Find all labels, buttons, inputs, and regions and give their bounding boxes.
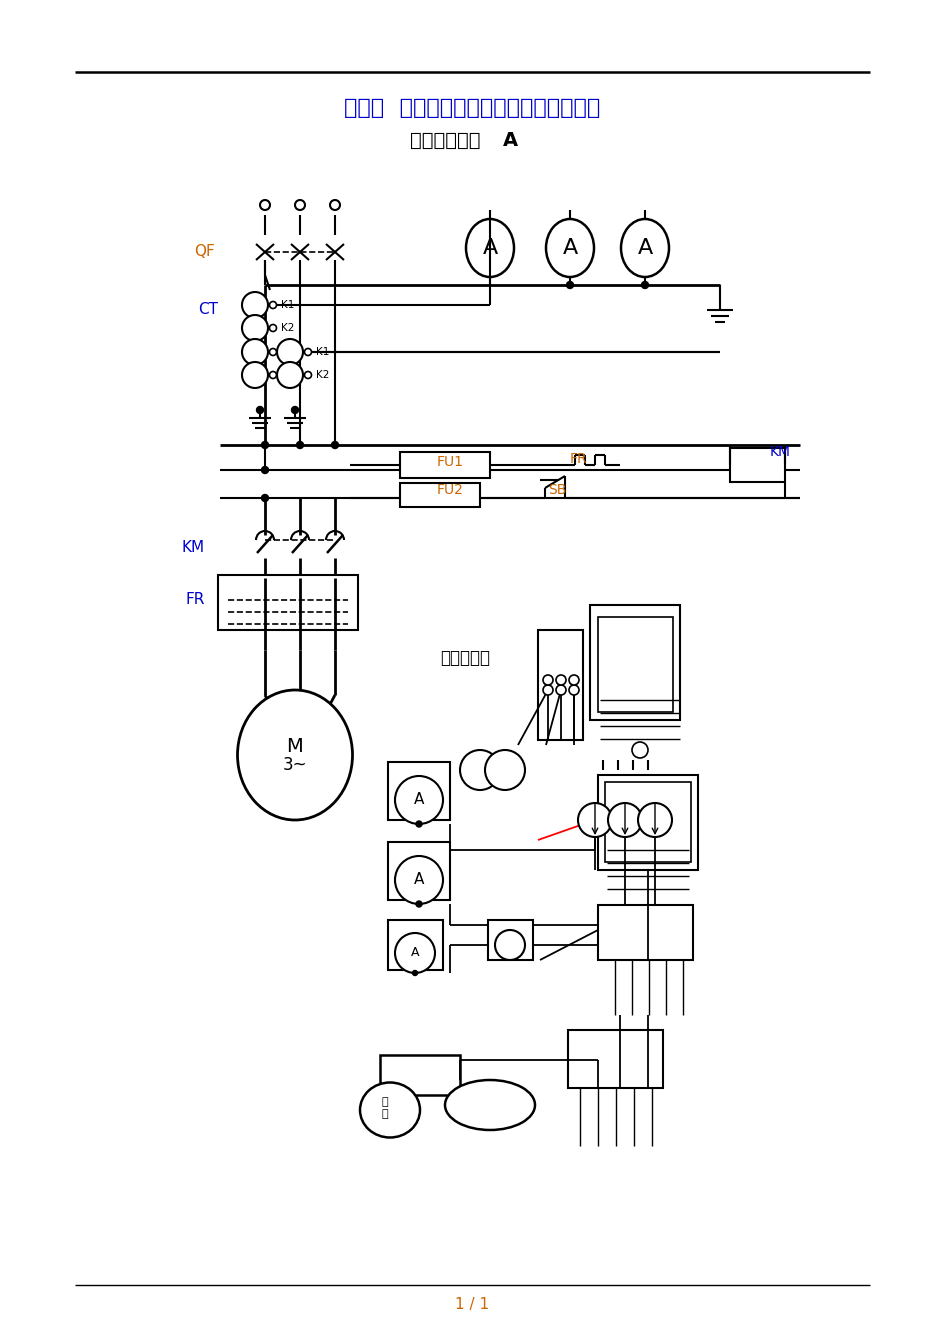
Circle shape (495, 931, 525, 960)
Circle shape (291, 406, 298, 413)
Bar (218, 575, 358, 630)
Circle shape (555, 685, 565, 695)
Circle shape (242, 291, 268, 318)
Bar (598, 775, 698, 870)
Bar (399, 452, 490, 479)
Ellipse shape (237, 690, 352, 820)
Circle shape (578, 804, 612, 837)
Circle shape (331, 441, 338, 448)
Circle shape (261, 467, 268, 473)
Bar (388, 762, 449, 820)
Text: A: A (481, 238, 497, 258)
Circle shape (260, 201, 270, 210)
Text: A: A (411, 947, 419, 960)
Text: M: M (286, 738, 303, 757)
Circle shape (269, 302, 277, 309)
Circle shape (395, 933, 434, 973)
Ellipse shape (620, 219, 668, 277)
Circle shape (395, 856, 443, 904)
Text: KM: KM (769, 445, 790, 459)
Circle shape (242, 316, 268, 341)
Circle shape (304, 349, 312, 356)
Circle shape (269, 325, 277, 332)
Circle shape (565, 282, 573, 289)
Text: CT: CT (198, 302, 218, 317)
Circle shape (641, 282, 648, 289)
Circle shape (296, 441, 303, 448)
Text: A: A (562, 238, 577, 258)
Text: FR: FR (569, 452, 587, 467)
Circle shape (277, 362, 303, 388)
Bar (729, 448, 784, 483)
Text: 1 / 1: 1 / 1 (454, 1297, 489, 1313)
Circle shape (413, 971, 417, 976)
Circle shape (415, 821, 422, 828)
Bar (487, 920, 532, 960)
Bar (589, 606, 680, 721)
Text: 模块五  深圳市电工安全技术实训项目汇编: 模块五 深圳市电工安全技术实训项目汇编 (344, 98, 599, 118)
Bar (598, 905, 692, 960)
Circle shape (242, 362, 268, 388)
Text: QF: QF (194, 245, 215, 259)
Bar (567, 1029, 663, 1088)
Text: FU2: FU2 (436, 483, 463, 497)
Ellipse shape (465, 219, 514, 277)
Circle shape (460, 750, 499, 790)
Circle shape (568, 685, 579, 695)
Circle shape (555, 675, 565, 685)
Text: A: A (413, 873, 424, 888)
Circle shape (295, 201, 305, 210)
Circle shape (269, 349, 277, 356)
Circle shape (543, 685, 552, 695)
Bar (399, 483, 480, 507)
Bar (537, 630, 582, 739)
Circle shape (637, 804, 671, 837)
Text: K1: K1 (280, 348, 295, 357)
Text: FU1: FU1 (436, 455, 463, 469)
Circle shape (261, 441, 268, 448)
Circle shape (543, 675, 552, 685)
Text: 3~: 3~ (282, 755, 307, 774)
Text: K1: K1 (280, 299, 295, 310)
Bar (388, 920, 443, 971)
Circle shape (304, 372, 312, 378)
Text: K2: K2 (280, 370, 295, 380)
Text: KM: KM (181, 540, 205, 555)
Circle shape (277, 340, 303, 365)
Circle shape (256, 406, 263, 413)
Bar (598, 616, 672, 713)
Bar (379, 1055, 460, 1095)
Text: 电工安全技术: 电工安全技术 (410, 131, 480, 150)
Circle shape (484, 750, 525, 790)
Circle shape (632, 742, 648, 758)
Text: K2: K2 (315, 370, 329, 380)
Circle shape (607, 804, 641, 837)
Bar (388, 842, 449, 900)
Circle shape (242, 340, 268, 365)
Text: A: A (502, 131, 517, 150)
Ellipse shape (445, 1080, 534, 1130)
Circle shape (261, 495, 268, 501)
Circle shape (568, 675, 579, 685)
Text: FR: FR (185, 592, 205, 607)
Circle shape (269, 372, 277, 378)
Text: K1: K1 (315, 348, 329, 357)
Text: 电
机: 电 机 (381, 1098, 388, 1119)
Text: SB: SB (548, 483, 565, 497)
Text: A: A (413, 793, 424, 808)
Ellipse shape (360, 1083, 419, 1138)
Text: K2: K2 (280, 324, 295, 333)
Ellipse shape (546, 219, 594, 277)
Text: A: A (636, 238, 652, 258)
Circle shape (329, 201, 340, 210)
Circle shape (415, 901, 422, 906)
Bar (604, 782, 690, 862)
Text: 接线示意图: 接线示意图 (440, 648, 490, 667)
Circle shape (395, 775, 443, 824)
